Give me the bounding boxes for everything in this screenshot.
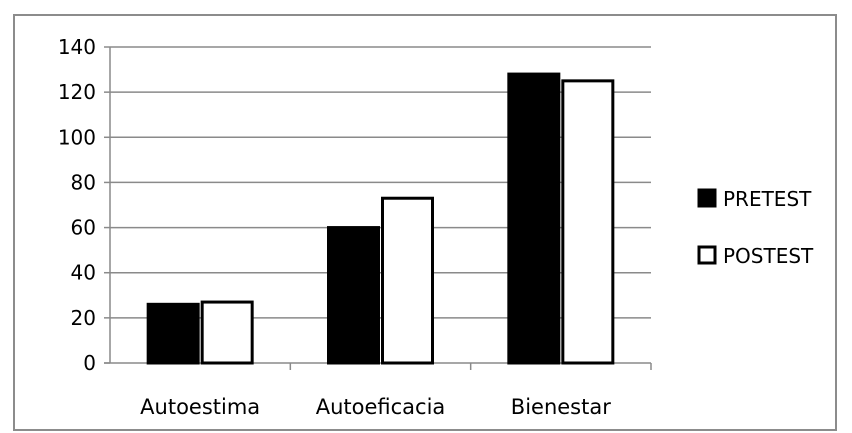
y-tick-label: 120 (58, 80, 96, 104)
legend-label-pretest: PRETEST (723, 187, 812, 211)
x-category-label: Bienestar (511, 395, 611, 419)
bar-pretest-bienestar (507, 72, 561, 365)
y-tick-label: 100 (58, 125, 96, 149)
x-category-label: Autoeficacia (316, 395, 446, 419)
legend-label-postest: POSTEST (723, 244, 814, 268)
bar-pretest-autoeficacia (327, 226, 380, 365)
x-category-labels: Autoestima Autoeficacia Bienestar (140, 395, 611, 419)
gridlines (110, 46, 651, 319)
bar-postest-autoestima (200, 300, 254, 365)
x-category-label: Autoestima (140, 395, 260, 419)
legend-swatch-pretest (697, 188, 717, 208)
y-tick-label: 60 (71, 216, 96, 240)
y-tick-label: 20 (71, 306, 96, 330)
legend-swatch-postest (697, 245, 717, 265)
y-tick-label: 80 (71, 170, 96, 194)
y-tick-labels: 0 20 40 60 80 100 120 140 (58, 35, 96, 375)
y-tick-label: 0 (83, 351, 96, 375)
y-tick-label: 140 (58, 35, 96, 59)
legend: PRETEST POSTEST (697, 187, 814, 268)
y-tick-label: 40 (71, 261, 96, 285)
bar-pretest-autoestima (146, 302, 200, 365)
bars (146, 72, 615, 365)
bar-postest-bienestar (561, 79, 615, 365)
bar-postest-autoeficacia (381, 196, 434, 365)
